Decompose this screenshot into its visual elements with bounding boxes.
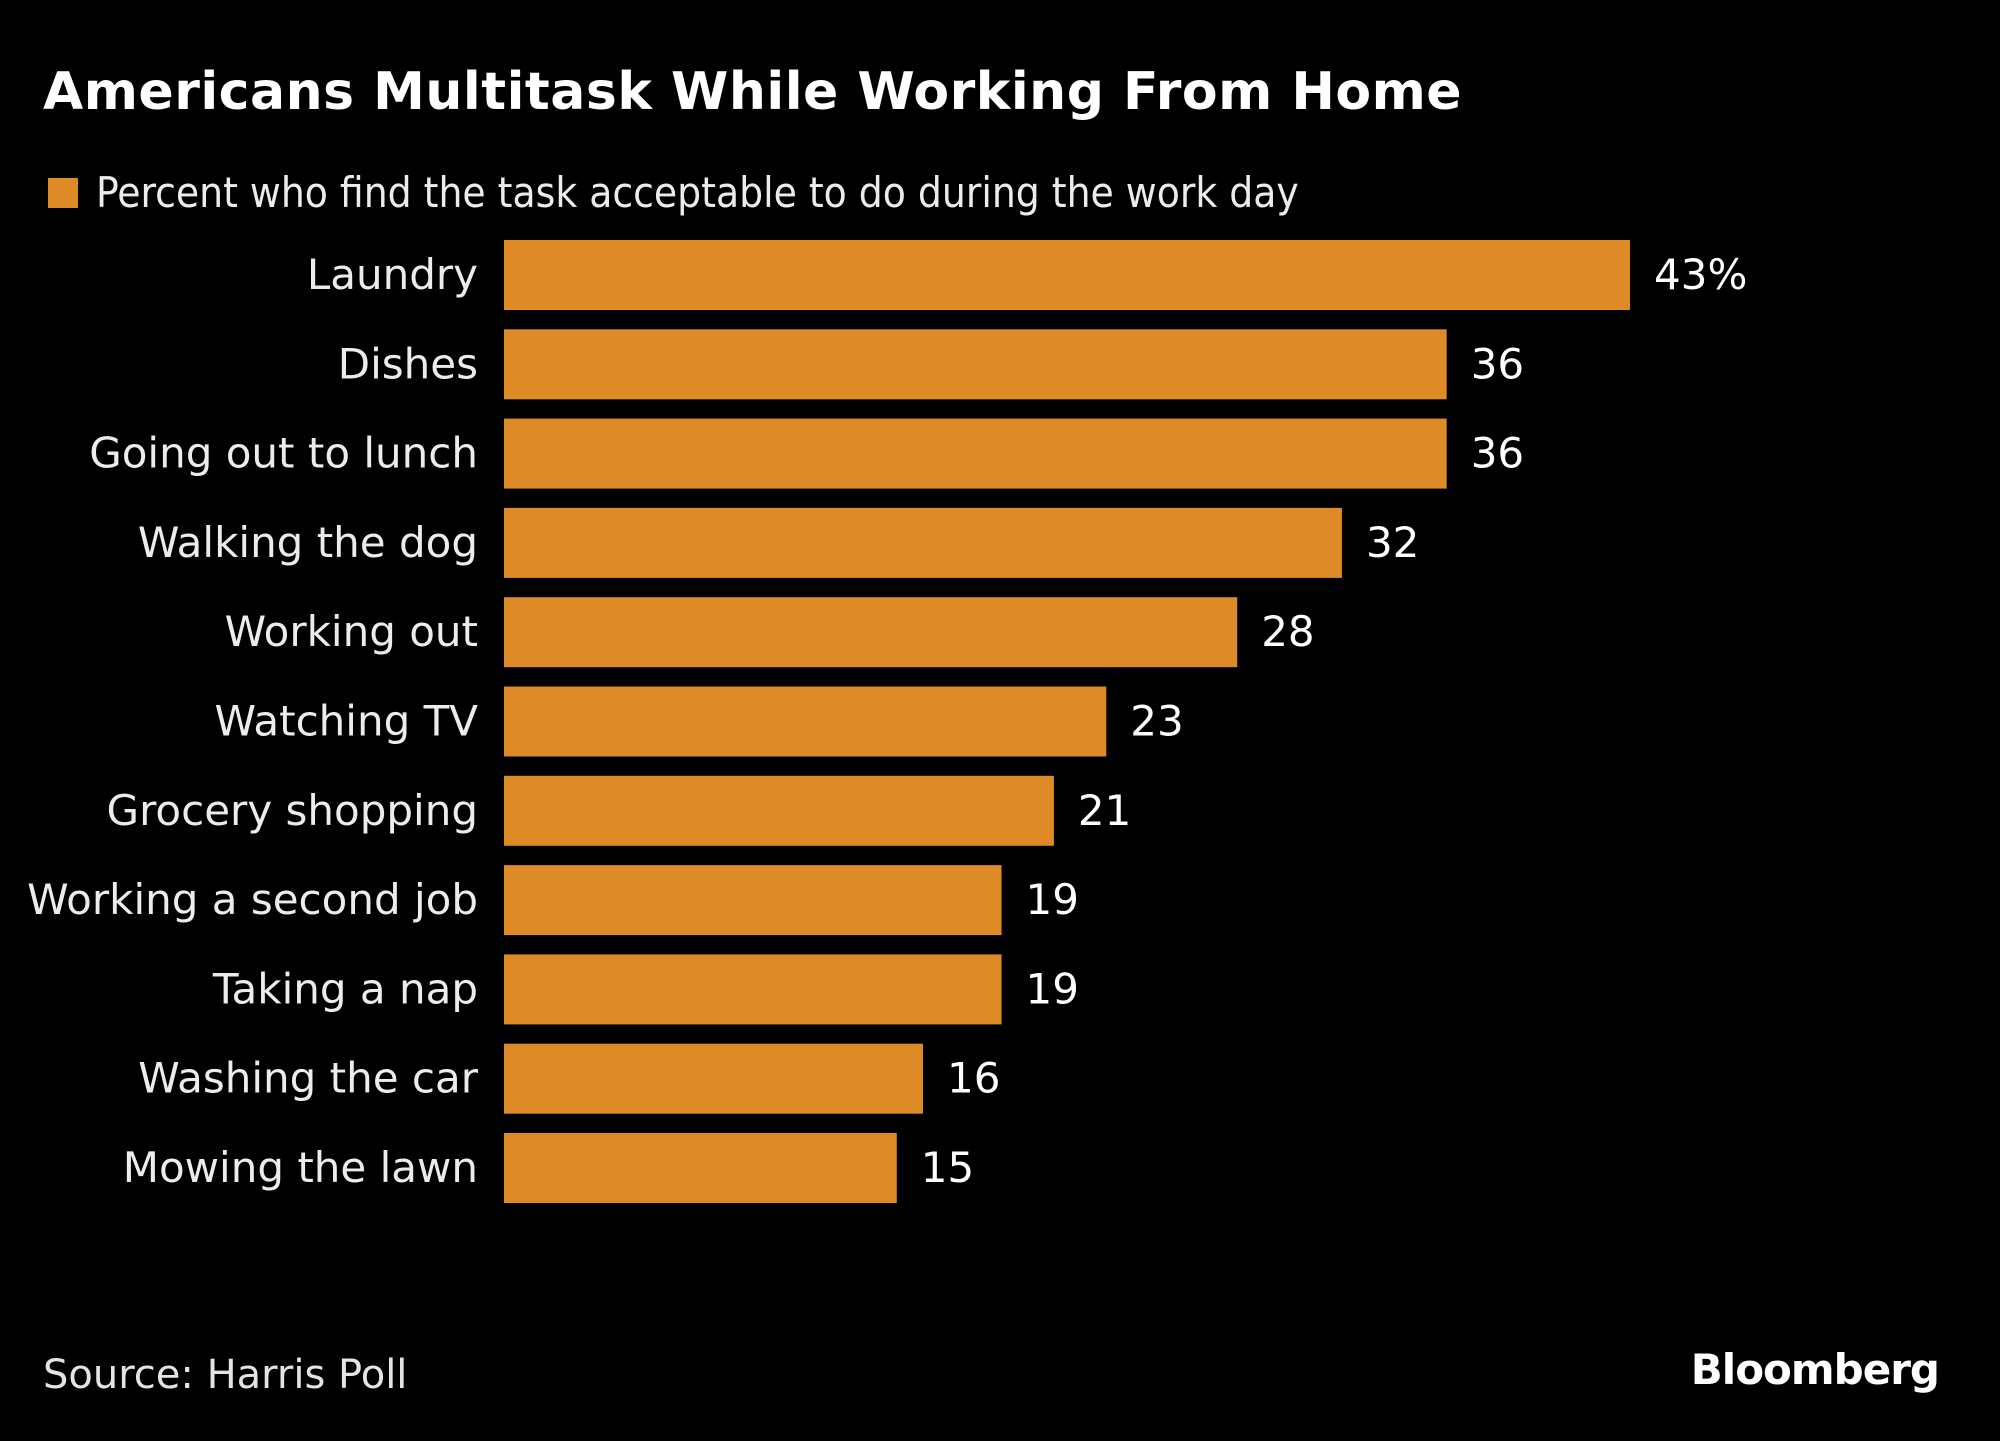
category-label: Working out — [225, 607, 478, 656]
category-label: Mowing the lawn — [123, 1143, 478, 1192]
category-label: Dishes — [338, 339, 478, 388]
source-note: Source: Harris Poll — [43, 1352, 408, 1398]
bar — [504, 1133, 897, 1203]
bar — [504, 686, 1107, 757]
value-label: 16 — [947, 1054, 1000, 1103]
category-label: Watching TV — [215, 697, 479, 746]
value-label: 36 — [1471, 429, 1524, 478]
category-label: Walking the dog — [138, 518, 478, 567]
bar — [504, 775, 1054, 846]
value-label: 19 — [1026, 875, 1079, 924]
bar — [504, 507, 1342, 578]
value-label: 32 — [1366, 518, 1419, 567]
value-label: 21 — [1078, 786, 1131, 835]
category-label: Taking a nap — [212, 964, 478, 1013]
category-label: Washing the car — [138, 1054, 478, 1103]
legend-swatch — [48, 177, 78, 208]
chart-title: Americans Multitask While Working From H… — [43, 62, 1463, 122]
bar — [504, 954, 1002, 1025]
legend: Percent who find the task acceptable to … — [48, 168, 1299, 217]
category-label: Laundry — [307, 250, 478, 299]
bloomberg-logo: Bloomberg — [1690, 1345, 1940, 1394]
value-label: 28 — [1261, 607, 1314, 656]
bar — [504, 418, 1447, 489]
value-label: 15 — [921, 1143, 974, 1192]
bar — [504, 240, 1630, 310]
bar — [504, 865, 1002, 936]
bar — [504, 329, 1447, 400]
category-label: Grocery shopping — [107, 786, 478, 835]
value-label: 19 — [1026, 964, 1079, 1013]
bar — [504, 597, 1238, 668]
category-label: Working a second job — [27, 875, 478, 924]
bar — [504, 1043, 923, 1114]
value-label: 36 — [1471, 339, 1524, 388]
value-label: 43% — [1654, 250, 1747, 299]
category-label: Going out to lunch — [89, 429, 478, 478]
value-label: 23 — [1130, 697, 1183, 746]
legend-label: Percent who find the task acceptable to … — [96, 168, 1299, 217]
